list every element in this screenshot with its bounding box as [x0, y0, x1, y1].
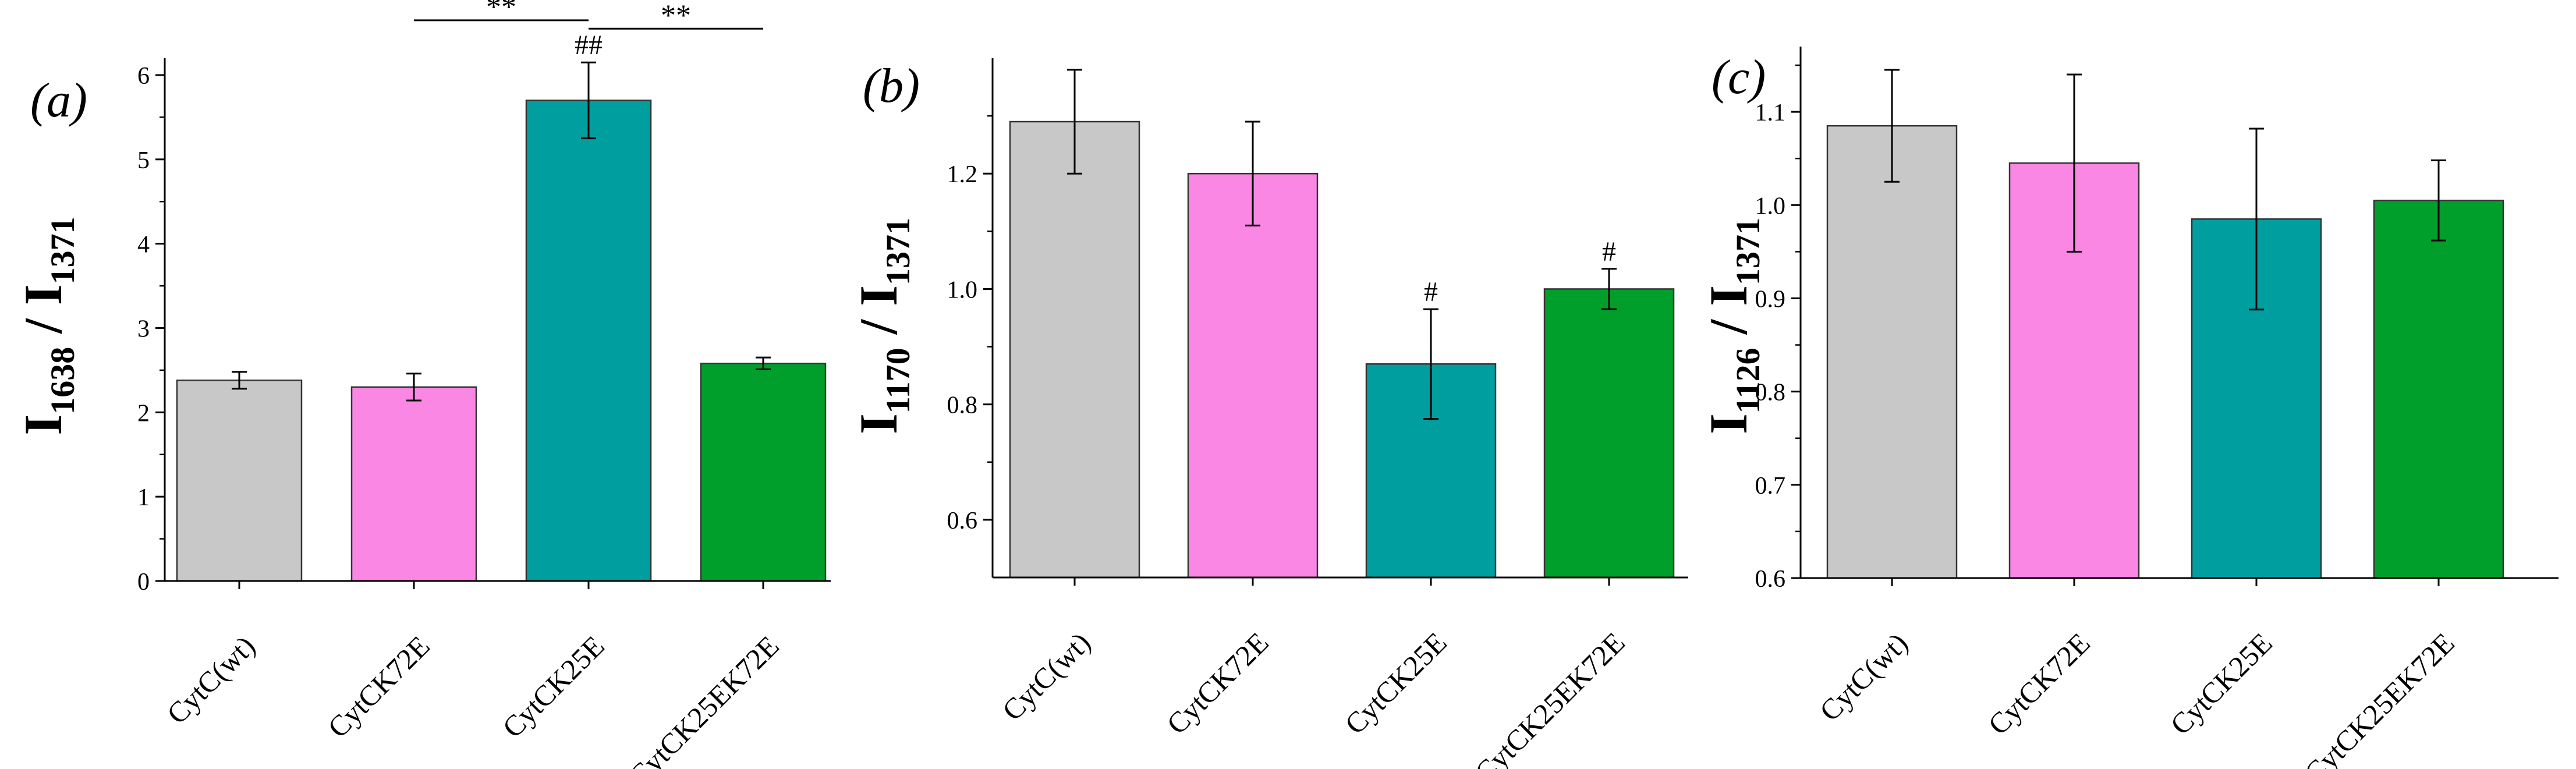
- panel-label: (b): [863, 59, 920, 113]
- bar-cytc-wt-: [176, 380, 303, 582]
- panel-label: (c): [1712, 50, 1766, 104]
- x-tick-label: CytC(wt): [1813, 626, 1914, 727]
- y-axis-label-sub1: 1126: [1729, 348, 1767, 413]
- y-tick-label: 1.0: [1755, 193, 1786, 219]
- y-tick-label: 0.8: [947, 392, 978, 419]
- y-tick-label: 3: [137, 316, 150, 342]
- x-tick-label: CytC(wt): [161, 629, 261, 730]
- y-axis-label-sub2: 1371: [879, 218, 917, 285]
- y-tick-label: 0.6: [1755, 566, 1786, 593]
- significance-mark: #: [1424, 277, 1438, 307]
- chart-panel-1: (a) I1638 / I1371 CytC(wt) CytCK72E ## CytCK2…: [13, 0, 831, 769]
- y-axis-label-sub2: 1371: [44, 217, 82, 284]
- bar-cytc-wt-: [1826, 125, 1958, 579]
- panel-label: (a): [30, 73, 87, 127]
- chart-panel-3: (c) I1126 / I1371 CytC(wt) CytCK72E CytCK25E…: [1699, 47, 2559, 769]
- bar-cytck25ek72e: [2373, 200, 2504, 579]
- bar-cytck72e: [1187, 172, 1319, 579]
- x-tick-label: CytCK25EK72E: [1469, 626, 1631, 769]
- x-tick-label: CytCK25EK72E: [2298, 626, 2461, 769]
- y-axis-label-main: I: [1699, 413, 1758, 434]
- y-axis-label-sub1: 1638: [44, 347, 82, 414]
- y-tick-label: 2: [137, 400, 150, 427]
- y-tick-label: 1: [137, 484, 150, 511]
- x-tick-label: CytC(wt): [996, 626, 1097, 727]
- chart-panel-2: (b) I1170 / I1371 CytC(wt) CytCK72E # CytCK25…: [849, 58, 1688, 769]
- x-tick-label: CytCK25E: [1338, 626, 1453, 740]
- y-axis-label: I1638 / I1371: [13, 217, 82, 435]
- y-axis-label-main: I: [13, 414, 73, 435]
- y-tick-label: 0.7: [1755, 473, 1786, 499]
- bar-cytck72e: [350, 386, 477, 582]
- bar-cytck25e: [525, 100, 652, 582]
- bar-cytc-wt-: [1009, 121, 1140, 579]
- y-axis-label-sub2: 1371: [1729, 218, 1767, 285]
- y-axis-label-main: I: [849, 413, 908, 434]
- x-tick-label: CytCK72E: [1982, 626, 2096, 741]
- bar-cytck25ek72e: [700, 363, 827, 582]
- y-axis-label-sub1: 1170: [879, 348, 917, 413]
- y-axis-label-sep: / I: [849, 285, 908, 348]
- y-tick-label: 0.8: [1755, 380, 1786, 406]
- y-tick-label: 1.1: [1755, 100, 1786, 126]
- y-tick-label: 6: [137, 63, 150, 90]
- x-tick-label: CytCK25E: [496, 629, 611, 744]
- y-tick-label: 4: [137, 232, 150, 258]
- y-axis-label: I1170 / I1371: [849, 218, 917, 434]
- y-axis-label-sep: / I: [1699, 285, 1758, 348]
- significance-mark: ##: [575, 30, 603, 61]
- y-tick-label: 0.6: [947, 508, 978, 534]
- y-axis-label: I1126 / I1371: [1699, 218, 1767, 434]
- y-tick-label: 0: [137, 569, 150, 596]
- significance-label: **: [661, 0, 691, 32]
- significance-mark: #: [1602, 236, 1616, 267]
- x-tick-label: CytCK72E: [1160, 626, 1275, 740]
- y-tick-label: 1.0: [947, 277, 978, 303]
- x-tick-label: CytCK72E: [321, 629, 436, 744]
- y-axis-label-sep: / I: [13, 284, 73, 346]
- significance-label: **: [486, 0, 516, 24]
- x-tick-label: CytCK25E: [2164, 626, 2279, 741]
- y-tick-label: 0.9: [1755, 286, 1786, 313]
- y-tick-label: 5: [137, 147, 150, 174]
- bar-cytck25ek72e: [1543, 288, 1675, 579]
- y-tick-label: 1.2: [947, 161, 978, 188]
- x-tick-label: CytCK25EK72E: [623, 629, 785, 769]
